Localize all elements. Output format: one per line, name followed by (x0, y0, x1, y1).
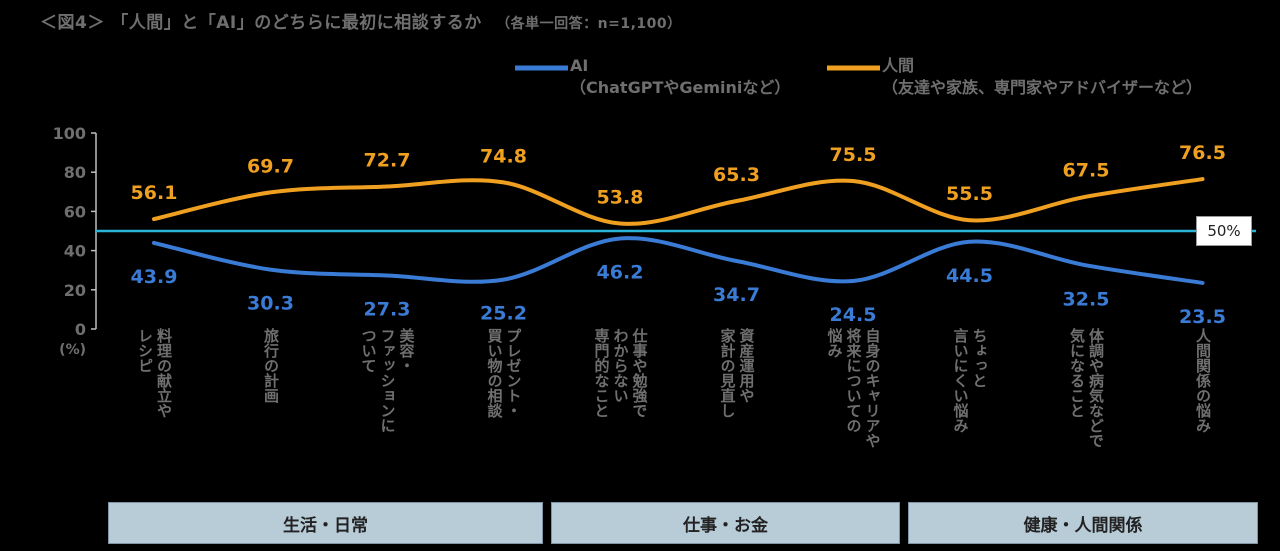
data-label-human: 55.5 (946, 183, 993, 205)
y-tick-label: 100 (53, 124, 86, 143)
data-label-human: 67.5 (1063, 160, 1110, 182)
data-label-human: 56.1 (131, 182, 178, 204)
category-label: 体調や病気などで 気になること (1068, 328, 1105, 448)
data-label-ai: 24.5 (830, 304, 877, 326)
data-label-human: 65.3 (713, 164, 760, 186)
series-line-ai (152, 236, 1205, 285)
data-label-human: 53.8 (597, 187, 644, 209)
data-label-human: 69.7 (247, 155, 294, 177)
data-label-human: 74.8 (480, 145, 527, 167)
category-label: プレゼント・ 買い物の相談 (485, 328, 523, 418)
data-label-ai: 27.3 (364, 298, 411, 320)
category-label: 料理の献立や レシピ (136, 328, 173, 418)
y-tick-label: 0 (75, 320, 86, 339)
data-label-ai: 34.7 (713, 284, 760, 306)
group-band-life: 生活・日常 (108, 502, 543, 544)
series-line-human (152, 177, 1205, 226)
y-tick-label: 80 (64, 163, 86, 182)
category-label: 旅行の計画 (262, 328, 280, 403)
chart-title-sub: （各単一回答：n=1,100） (496, 16, 682, 32)
group-band-work: 仕事・お金 (551, 502, 900, 544)
legend-ai-sub: （ChatGPTやGeminiなど） (570, 78, 791, 97)
data-label-ai: 43.9 (131, 266, 178, 288)
data-label-ai: 23.5 (1179, 306, 1226, 328)
data-labels: 43.9 30.3 27.3 25.2 46.2 34.7 24.5 44.5 32.5 23.5… (131, 142, 1226, 328)
series-group (152, 177, 1205, 285)
category-label: 仕事や勉強で わからない 専門的なこと (592, 328, 649, 418)
data-label-ai: 44.5 (946, 265, 993, 287)
group-band-health: 健康・人間関係 (908, 502, 1258, 544)
y-tick-label: 20 (64, 281, 86, 300)
legend-human: 人間 （友達や家族、専門家やアドバイザーなど） (882, 55, 1202, 99)
legend-human-name: 人間 (882, 56, 915, 75)
category-label: 人間関係の悩み (1194, 328, 1212, 433)
category-label: 自身のキャリアや 将来についての 悩み (825, 328, 882, 448)
y-axis-unit-label: (%) (59, 342, 86, 358)
data-label-ai: 46.2 (597, 261, 644, 283)
y-axis: 0 20 40 60 80 100 (%) (53, 124, 97, 358)
legend-human-sub: （友達や家族、専門家やアドバイザーなど） (882, 78, 1203, 97)
data-label-ai: 30.3 (247, 293, 294, 315)
category-label: ちょっと 言いにくい悩み (951, 328, 989, 433)
data-label-human: 76.5 (1179, 142, 1226, 164)
category-label: 美容・ ファッションに ついて (359, 328, 416, 433)
category-label: 資産運用や 家計の見直し (718, 328, 756, 418)
data-label-ai: 32.5 (1063, 288, 1110, 310)
data-label-human: 72.7 (364, 150, 411, 172)
legend-ai: AI （ChatGPTやGeminiなど） (570, 55, 790, 99)
y-tick-label: 60 (64, 202, 86, 221)
y-tick-label: 40 (64, 242, 86, 261)
reference-line-label: 50% (1196, 216, 1252, 246)
chart-title-main: ＜図4＞ 「人間」と「AI」のどちらに最初に相談するか (40, 13, 482, 33)
data-label-human: 75.5 (830, 144, 877, 166)
chart-title: ＜図4＞ 「人間」と「AI」のどちらに最初に相談するか （各単一回答：n=1,1… (40, 8, 682, 33)
legend-ai-name: AI (570, 56, 589, 75)
data-label-ai: 25.2 (480, 303, 527, 325)
